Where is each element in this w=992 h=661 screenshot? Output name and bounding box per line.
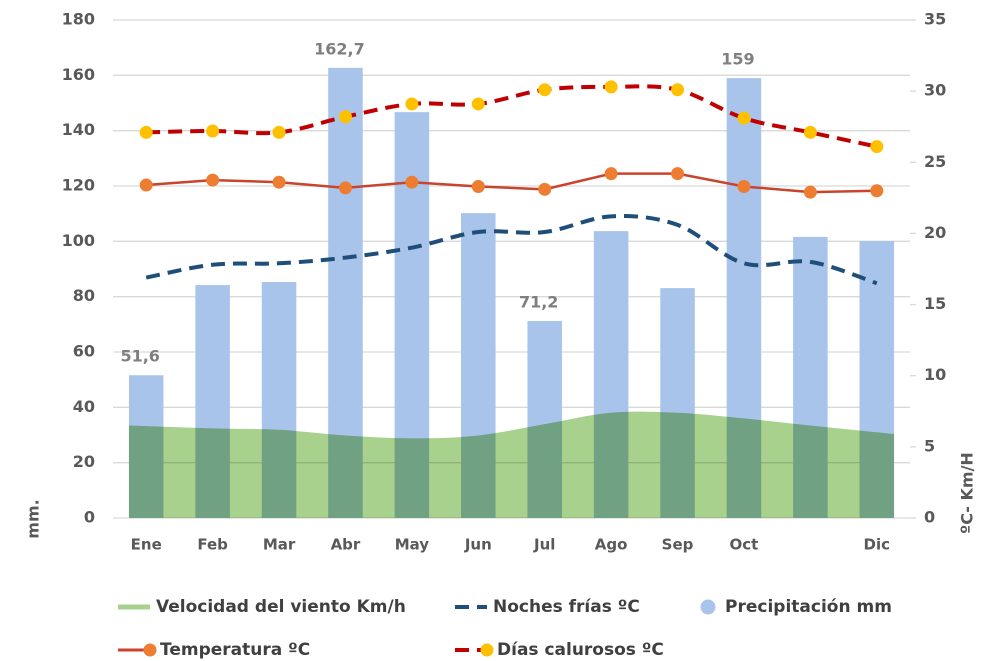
legend-label: Temperatura ºC (160, 640, 310, 660)
legend-item: Temperatura ºC (118, 640, 310, 660)
x-tick-label: May (395, 536, 430, 554)
legend-label: Velocidad del viento Km/h (156, 597, 406, 617)
y2-tick-label: 5 (924, 436, 935, 455)
legend-swatch (700, 599, 716, 615)
marker (471, 97, 485, 111)
y-tick-label: 140 (62, 120, 95, 139)
y-axis-title: mm. (24, 499, 43, 538)
y2-tick-label: 10 (924, 365, 946, 384)
y2-tick-label: 15 (924, 294, 946, 313)
legend-marker (143, 643, 157, 657)
value-label: 159 (721, 50, 754, 69)
x-tick-label: Dic (864, 536, 890, 554)
x-tick-label: Jun (464, 536, 492, 554)
x-tick-label: Feb (197, 536, 228, 554)
x-tick-label: Ene (131, 536, 162, 554)
value-label: 162,7 (314, 39, 365, 58)
legend-item: Noches frías ºC (455, 597, 640, 617)
x-tick-label: Sep (662, 536, 694, 554)
marker (870, 184, 884, 198)
legend-label: Precipitación mm (725, 597, 892, 617)
y2-tick-label: 0 (924, 508, 935, 527)
marker (671, 83, 685, 97)
y-tick-label: 20 (73, 452, 95, 471)
marker (139, 178, 153, 192)
x-tick-label: Abr (331, 536, 361, 554)
legend-item: Días calurosos ºC (455, 640, 664, 660)
y-tick-label: 80 (73, 286, 95, 305)
y2-tick-label: 25 (924, 152, 946, 171)
legend-label: Días calurosos ºC (497, 640, 664, 660)
y-tick-label: 180 (62, 10, 95, 29)
marker (803, 185, 817, 199)
marker (737, 179, 751, 193)
y-tick-label: 0 (84, 508, 95, 527)
marker (737, 111, 751, 125)
legend-item: Precipitación mm (700, 597, 892, 617)
marker (139, 125, 153, 139)
marker (338, 181, 352, 195)
marker (338, 110, 352, 124)
area (128, 411, 895, 518)
line (145, 214, 878, 286)
marker (604, 167, 618, 181)
y2-axis-title: ºC- Km/H (958, 452, 977, 534)
y2-tick-label: 35 (924, 10, 946, 29)
y-tick-label: 160 (62, 65, 95, 84)
value-label: 71,2 (519, 293, 558, 312)
marker (471, 179, 485, 193)
y-tick-label: 60 (73, 342, 95, 361)
line (146, 172, 877, 194)
x-tick-label: Mar (263, 536, 296, 554)
marker (538, 83, 552, 97)
marker (272, 175, 286, 189)
y2-tick-label: 30 (924, 81, 946, 100)
x-tick-label: Ago (595, 536, 628, 554)
x-tick-label: Jul (533, 536, 555, 554)
marker (405, 97, 419, 111)
legend-item: Velocidad del viento Km/h (118, 597, 406, 617)
marker (206, 124, 220, 138)
marker (604, 80, 618, 94)
legend-label: Noches frías ºC (493, 597, 640, 617)
y2-tick-label: 20 (924, 223, 946, 242)
y-tick-label: 100 (62, 231, 95, 250)
y-tick-label: 120 (62, 176, 95, 195)
line (146, 84, 878, 149)
marker (538, 182, 552, 196)
legend-marker (480, 643, 494, 657)
marker (803, 125, 817, 139)
marker (272, 125, 286, 139)
y-tick-label: 40 (73, 397, 95, 416)
marker (206, 173, 220, 187)
marker (870, 140, 884, 154)
marker (405, 175, 419, 189)
marker (671, 167, 685, 181)
value-label: 51,6 (120, 347, 159, 366)
x-tick-label: Oct (730, 536, 759, 554)
